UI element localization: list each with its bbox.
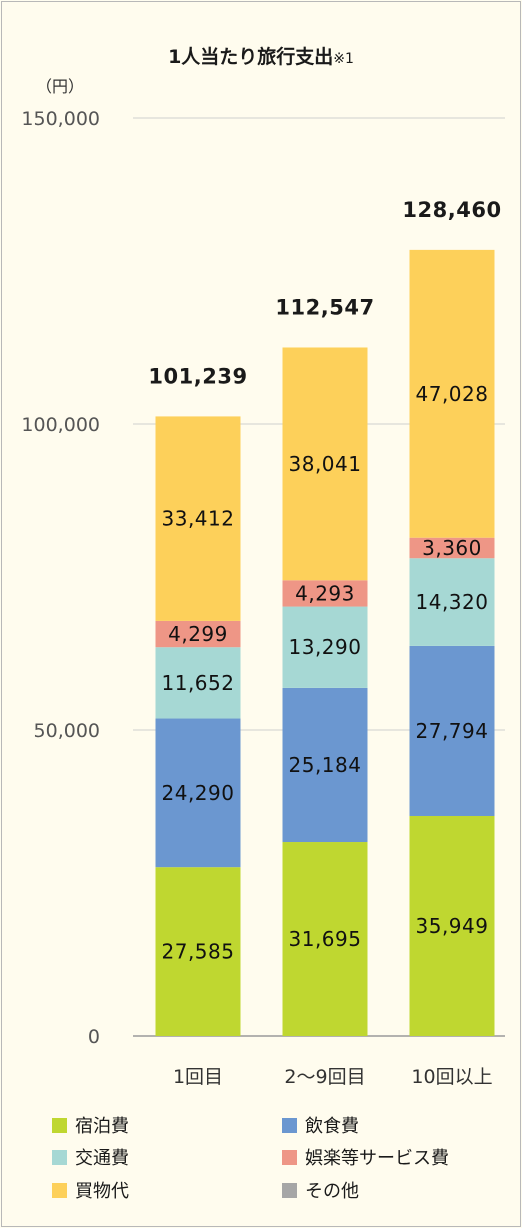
data-label: 31,695 [289, 927, 362, 951]
bar-segment [155, 718, 241, 868]
bar-segment [409, 537, 495, 559]
data-label: 38,041 [289, 452, 362, 476]
bar-segment [409, 249, 495, 538]
legend-label: その他 [305, 1181, 359, 1202]
data-label: 4,293 [295, 581, 355, 605]
legend-item: 買物代 [52, 1177, 129, 1203]
legend-label: 娯楽等サービス費 [305, 1148, 449, 1169]
legend-label: 交通費 [75, 1148, 129, 1169]
data-label: 33,412 [162, 507, 235, 531]
bar-segment [282, 580, 368, 607]
data-label: 3,360 [422, 536, 482, 560]
legend-swatch [282, 1149, 297, 1165]
bar-segment [155, 647, 241, 719]
bar-segment [409, 815, 495, 1036]
data-label: 47,028 [416, 382, 489, 406]
data-label: 25,184 [289, 753, 362, 777]
x-tick-label: 1回目 [173, 1066, 223, 1088]
total-label: 112,547 [275, 295, 374, 319]
legend-label: 宿泊費 [75, 1116, 129, 1137]
legend-label: 飲食費 [305, 1116, 359, 1137]
bar-segment [282, 687, 368, 843]
legend-swatch [52, 1149, 67, 1165]
legend-item: 宿泊費 [52, 1112, 129, 1138]
chart-title-text: 1人当たり旅行支出 [168, 46, 334, 68]
legend-item: 娯楽等サービス費 [282, 1144, 449, 1170]
total-label: 101,239 [148, 364, 247, 388]
data-label: 27,585 [162, 940, 235, 964]
bar-segment [155, 620, 241, 648]
bar-segment [282, 347, 368, 581]
legend-swatch [282, 1117, 297, 1133]
bar-segment [409, 645, 495, 816]
data-label: 24,290 [162, 781, 235, 805]
y-tick-label: 50,000 [34, 720, 100, 742]
legend-item: その他 [282, 1177, 359, 1203]
legend-swatch [52, 1117, 67, 1133]
chart-title: 1人当たり旅行支出※1 [0, 42, 522, 69]
legend-item: 飲食費 [282, 1112, 359, 1138]
y-tick-label: 0 [88, 1026, 100, 1048]
bar-segment [409, 558, 495, 646]
x-tick-label: 2～9回目 [284, 1066, 365, 1088]
legend-swatch [52, 1182, 67, 1198]
total-label: 128,460 [402, 198, 501, 222]
bar-segment [282, 606, 368, 688]
x-tick-label: 10回以上 [411, 1066, 492, 1088]
bar-segment [282, 842, 368, 1036]
bar-segment [155, 416, 241, 621]
data-label: 4,299 [168, 622, 228, 646]
data-label: 27,794 [416, 719, 489, 743]
data-label: 11,652 [162, 671, 235, 695]
y-tick-label: 150,000 [21, 108, 100, 130]
y-tick-label: 100,000 [21, 414, 100, 436]
legend-label: 買物代 [75, 1181, 129, 1202]
chart-title-note: ※1 [333, 51, 354, 67]
legend-swatch [282, 1182, 297, 1198]
data-label: 35,949 [416, 914, 489, 938]
legend-item: 交通費 [52, 1144, 129, 1170]
y-axis-unit: （円） [36, 77, 84, 96]
data-label: 13,290 [289, 635, 362, 659]
data-label: 14,320 [416, 590, 489, 614]
bar-segment [155, 867, 241, 1036]
